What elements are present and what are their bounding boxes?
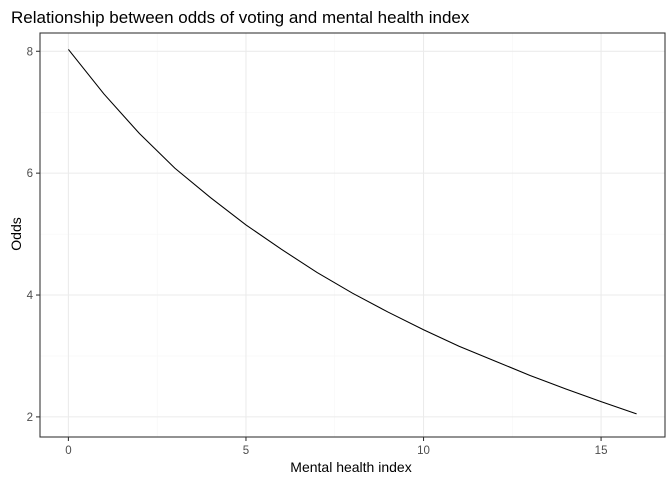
y-tick-label: 8: [27, 46, 33, 58]
y-tick-label: 4: [27, 290, 34, 302]
x-tick-label: 5: [243, 445, 249, 457]
odds-curve-line: [67, 49, 637, 415]
grid-layer: [40, 33, 665, 437]
chart-title: Relationship between odds of voting and …: [11, 8, 470, 27]
y-axis-title: Odds: [8, 217, 24, 250]
x-tick-label: 10: [417, 445, 430, 457]
x-tick-label: 0: [65, 445, 71, 457]
x-axis-title: Mental health index: [290, 459, 411, 475]
series-layer: [67, 49, 637, 415]
y-tick-label: 2: [27, 412, 33, 424]
x-tick-label: 15: [595, 445, 608, 457]
tick-layer: 0 5 10 15 2 4 6 8: [27, 46, 608, 457]
panel-border: [39, 32, 666, 438]
y-tick-label: 6: [27, 168, 33, 180]
